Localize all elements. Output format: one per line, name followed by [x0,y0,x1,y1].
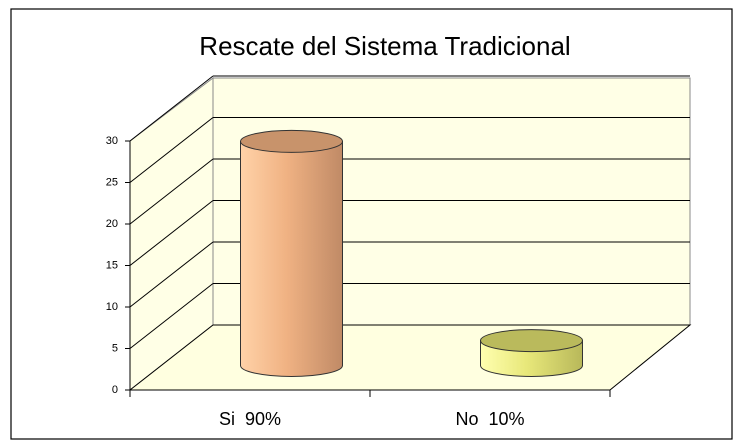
bar-top [480,329,583,353]
chart-title: Rescate del Sistema Tradicional [199,31,570,61]
x-tick-label: Si 90% [219,409,281,429]
bar [240,140,343,377]
y-tick-label: 5 [112,342,118,354]
y-tick-label: 0 [112,384,118,396]
y-tick-label: 30 [106,135,118,147]
floor [128,324,692,391]
grid-line [129,200,214,266]
y-tick-label: 10 [106,301,118,313]
x-tick-label: No 10% [455,409,524,429]
y-tick-label: 25 [106,176,118,188]
grid-line [129,158,214,225]
y-tick-label: 20 [106,218,118,230]
grid-line [129,117,214,183]
grid-line [129,75,214,142]
grid-line [129,241,214,308]
bar-top [240,129,343,153]
grid-line [129,283,214,349]
y-tick-label: 15 [106,259,118,271]
